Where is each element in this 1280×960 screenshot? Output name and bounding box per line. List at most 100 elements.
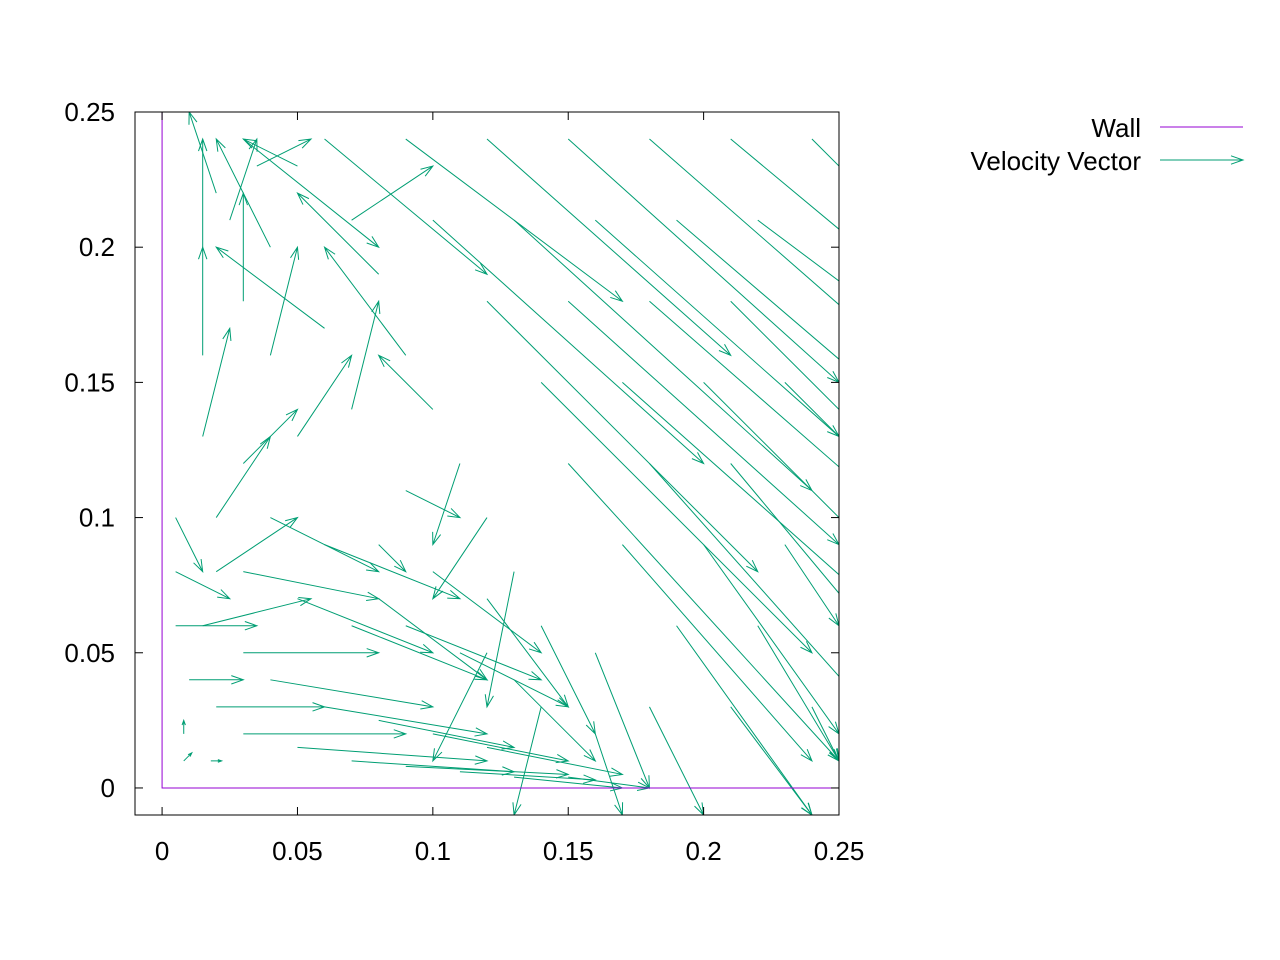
velocity-vector-arrow [243,571,381,601]
velocity-vector-arrow [181,718,186,734]
velocity-vector-arrow [377,354,434,410]
velocity-vector-arrow [513,679,597,762]
velocity-vector-arrow [324,544,462,600]
velocity-vector-arrow [324,138,489,276]
velocity-vector-arrow [175,571,232,600]
velocity-vector-arrow [703,382,839,519]
velocity-vector-arrow [405,625,543,681]
velocity-vector-arrow [594,219,839,438]
legend-label-velocity-vector: Velocity Vector [970,146,1141,176]
y-tick-label: 0.25 [64,97,115,127]
velocity-vector-arrow [486,598,570,709]
velocity-vector-arrow [175,517,204,574]
velocity-vector-arrow [649,706,705,815]
y-tick-label: 0.2 [79,232,115,262]
velocity-vector-arrow [256,138,313,167]
velocity-vector-arrow [215,516,299,573]
velocity-vector-arrow [540,625,596,736]
velocity-vector-arrow [757,625,839,762]
velocity-vector-arrow [486,138,732,357]
velocity-vector-arrow [297,746,489,765]
velocity-vector-arrow [784,382,839,438]
velocity-vector-arrow [730,138,839,230]
velocity-vector-arrow [676,625,813,815]
velocity-vector-arrow [567,300,839,546]
wall-line [161,112,839,789]
velocity-vector-arrow [730,706,813,815]
x-axis: 0 0.05 0.1 0.15 0.2 0.25 [155,112,864,866]
velocity-vector-arrow [784,544,839,627]
velocity-vector-arrow [512,706,542,815]
velocity-vector-arrow [405,765,570,779]
velocity-vector-arrow [730,463,839,595]
x-tick-label: 0.25 [814,836,865,866]
velocity-vector-arrow [730,300,839,411]
x-tick-label: 0 [155,836,169,866]
velocity-vector-arrow [216,702,327,712]
velocity-vector-arrow [242,408,299,464]
legend: Wall Velocity Vector [970,113,1245,176]
velocity-vector-arrow [405,138,624,303]
velocity-vector-arrow [270,679,435,710]
wall-line-group [161,112,839,789]
y-tick-label: 0.1 [79,503,115,533]
velocity-vector-arrow [351,165,435,221]
velocity-vector-arrow [649,463,839,678]
velocity-vector-arrow [703,544,839,735]
velocity-vector-arrow [351,299,381,410]
x-tick-label: 0.1 [415,836,451,866]
y-tick-label: 0 [101,773,115,803]
velocity-vector-arrow [241,138,298,167]
velocity-vector-arrow [297,598,435,654]
x-tick-label: 0.2 [686,836,722,866]
velocity-vector-arrow [432,571,543,654]
velocity-vector-arrow [567,138,839,383]
velocity-vector-arrow [269,245,300,356]
velocity-vector-arrow [540,382,813,654]
velocity-vector-arrow [198,137,208,248]
velocity-vector-arrow [378,598,489,681]
velocity-vector-arrow [432,652,488,763]
velocity-vector-arrow [183,751,193,762]
velocity-vector-arrow [486,300,759,573]
velocity-vector-arrow [432,517,488,600]
y-tick-label: 0.15 [64,367,115,397]
velocity-vector-arrow [297,354,353,437]
velocity-vector-arrow [486,746,624,777]
legend-arrow-line [1160,155,1245,165]
velocity-vector-arrow [432,219,705,465]
velocity-vector-arrow [622,544,813,763]
velocity-vector-arrow [432,463,461,547]
x-tick-label: 0.15 [543,836,594,866]
velocity-vector-arrow [622,382,839,576]
velocity-vector-arrow [324,706,489,737]
velocity-vector-arrow [202,597,313,627]
velocity-vector-arrow [189,675,245,685]
velocity-vector-arrow [229,137,258,221]
velocity-vector-arrow [243,729,408,739]
velocity-vectors [175,112,839,815]
velocity-vector-arrow [242,138,380,249]
plot-area-border [134,111,840,816]
velocity-vector-arrow [484,571,515,709]
x-tick-label: 0.05 [272,836,323,866]
legend-label-wall: Wall [1091,113,1141,143]
y-axis: 0 0.05 0.1 0.15 0.2 0.25 [64,97,839,803]
y-tick-label: 0.05 [64,638,115,668]
velocity-vector-arrow [594,652,651,790]
velocity-vector-arrow [238,191,248,302]
velocity-vector-arrow [514,776,624,792]
velocity-vector-arrow [405,490,462,519]
velocity-vector-arrow [459,771,597,784]
velocity-vector-arrow [378,544,407,573]
velocity-vector-arrow [215,246,325,329]
velocity-vector-arrow [567,463,839,762]
velocity-vector-arrow [594,733,624,815]
legend-swatch-velocity-vector [1160,155,1245,165]
velocity-vector-arrow [198,245,208,356]
velocity-vector-arrow [243,648,381,658]
velocity-vector-arrow [513,219,814,492]
velocity-vector-arrow [811,706,839,762]
velocity-vector-arrow [323,245,407,356]
